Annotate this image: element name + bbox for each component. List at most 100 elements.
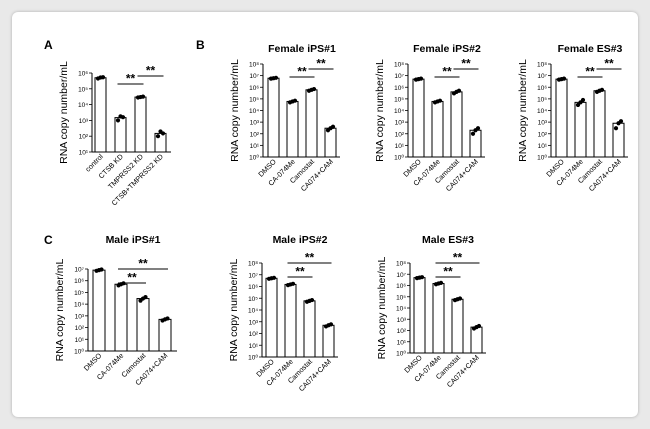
y-tick-label: 10¹ xyxy=(79,150,89,157)
y-axis-label: RNA copy number/mL xyxy=(54,258,66,361)
data-point xyxy=(99,267,104,272)
data-point xyxy=(613,126,619,131)
data-point xyxy=(292,98,298,103)
data-point xyxy=(561,76,567,81)
significance-label: ** xyxy=(585,65,595,79)
y-tick-label: 10⁰ xyxy=(394,154,404,162)
y-tick-label: 10² xyxy=(75,325,85,332)
data-point xyxy=(165,316,170,321)
y-tick-label: 10³ xyxy=(75,313,85,320)
y-tick-label: 10⁷ xyxy=(394,73,404,80)
y-tick-label: 10³ xyxy=(397,317,407,324)
data-point xyxy=(475,126,481,131)
data-point xyxy=(457,296,463,301)
panel-label-a: A xyxy=(44,38,53,52)
y-tick-label: 10⁵ xyxy=(537,96,547,103)
y-tick-label: 10³ xyxy=(249,319,259,326)
bar xyxy=(470,326,483,354)
y-tick-label: 10⁴ xyxy=(396,306,406,313)
y-tick-label: 10⁰ xyxy=(249,154,259,162)
y-tick-label: 10¹ xyxy=(75,337,85,344)
y-axis-label: RNA copy number/mL xyxy=(374,59,386,162)
chart-title: Female iPS#1 xyxy=(268,43,336,55)
y-tick-label: 10⁴ xyxy=(74,302,84,309)
y-tick-label: 10⁶ xyxy=(537,85,547,92)
data-point xyxy=(575,102,581,108)
data-point xyxy=(100,75,106,80)
y-tick-label: 10⁷ xyxy=(249,73,259,80)
significance-label: ** xyxy=(604,57,614,71)
chart-title: Male iPS#2 xyxy=(273,234,328,246)
data-point xyxy=(290,281,296,286)
y-tick-label: 10³ xyxy=(538,120,548,127)
y-tick-label: 10⁷ xyxy=(537,73,547,80)
data-point xyxy=(115,118,121,123)
y-tick-label: 10³ xyxy=(250,120,260,127)
y-tick-label: 10⁴ xyxy=(248,308,258,315)
data-point xyxy=(580,97,586,103)
y-tick-label: 10⁸ xyxy=(394,62,404,69)
y-axis-label: RNA copy number/mL xyxy=(228,258,240,361)
y-tick-label: 10⁵ xyxy=(249,96,259,103)
data-point xyxy=(311,86,317,92)
y-tick-label: 10⁰ xyxy=(74,348,84,356)
y-tick-label: 10⁴ xyxy=(78,102,88,109)
data-point xyxy=(418,76,424,81)
y-axis-label: RNA copy number/mL xyxy=(229,59,241,162)
y-tick-label: 10⁵ xyxy=(394,96,404,103)
chart-title: Female ES#3 xyxy=(558,43,623,55)
chart-title: Male iPS#1 xyxy=(106,234,161,246)
data-point xyxy=(476,323,482,329)
y-tick-label: 10⁰ xyxy=(537,154,547,162)
data-point xyxy=(330,124,336,129)
data-point xyxy=(456,88,462,93)
data-point xyxy=(160,131,166,136)
data-point xyxy=(470,131,476,136)
bar xyxy=(413,277,426,354)
significance-label: ** xyxy=(461,57,471,71)
data-point xyxy=(328,322,334,327)
significance-label: ** xyxy=(138,257,148,271)
y-axis-label: RNA copy number/mL xyxy=(58,61,70,164)
significance-label: ** xyxy=(126,72,136,86)
y-tick-label: 10⁵ xyxy=(396,294,406,301)
significance-label: ** xyxy=(297,65,307,79)
panel-label-b: B xyxy=(196,38,205,52)
data-point xyxy=(309,297,315,303)
data-point xyxy=(437,98,443,103)
data-point xyxy=(273,75,279,80)
y-tick-label: 10⁴ xyxy=(249,108,259,115)
data-point xyxy=(140,94,146,99)
data-point xyxy=(120,115,126,120)
y-tick-label: 10⁵ xyxy=(78,86,88,93)
significance-label: ** xyxy=(146,64,156,78)
y-tick-label: 10⁷ xyxy=(396,272,406,279)
y-tick-label: 10⁶ xyxy=(248,284,258,291)
y-tick-label: 10² xyxy=(395,131,405,138)
y-tick-label: 10⁷ xyxy=(74,267,84,274)
y-tick-label: 10⁸ xyxy=(537,62,547,69)
panel-label-c: C xyxy=(44,233,53,247)
y-tick-label: 10⁶ xyxy=(74,278,84,285)
significance-label: ** xyxy=(305,251,315,265)
y-tick-label: 10¹ xyxy=(250,143,260,150)
y-tick-label: 10⁷ xyxy=(248,272,258,279)
y-tick-label: 10⁵ xyxy=(74,290,84,297)
y-tick-label: 10⁸ xyxy=(248,261,258,268)
y-tick-label: 10⁴ xyxy=(394,108,404,115)
y-tick-label: 10² xyxy=(397,328,407,335)
bar xyxy=(451,298,464,354)
y-tick-label: 10³ xyxy=(79,118,89,125)
y-tick-label: 10⁶ xyxy=(249,85,259,92)
y-tick-label: 10¹ xyxy=(397,339,407,346)
chart-title: Female iPS#2 xyxy=(413,43,481,55)
y-tick-label: 10³ xyxy=(395,120,405,127)
y-tick-label: 10⁶ xyxy=(394,85,404,92)
y-tick-label: 10¹ xyxy=(538,143,548,150)
y-tick-label: 10¹ xyxy=(249,343,259,350)
